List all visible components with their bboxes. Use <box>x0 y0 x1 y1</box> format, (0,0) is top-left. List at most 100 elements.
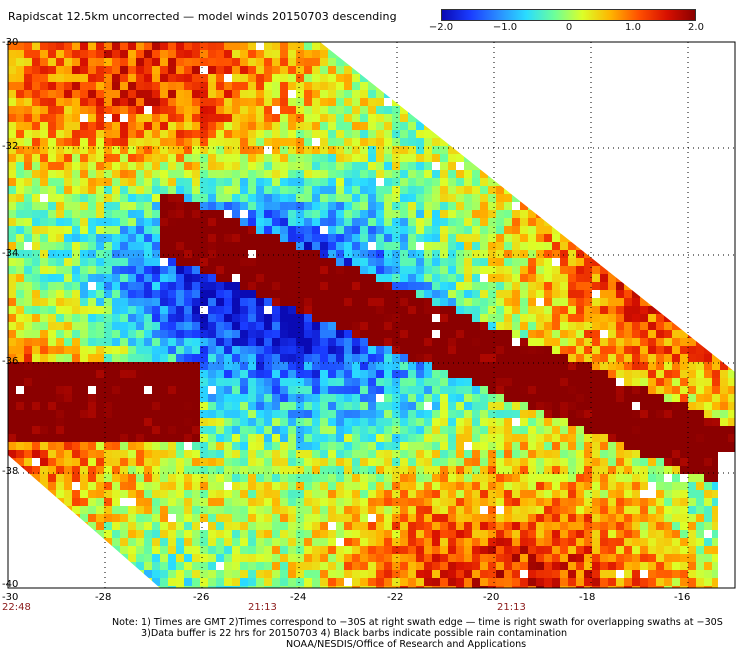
wind-cell <box>640 426 648 434</box>
wind-cell <box>224 386 232 394</box>
wind-cell <box>232 410 240 418</box>
wind-cell <box>400 42 408 50</box>
wind-cell <box>80 394 88 402</box>
wind-cell <box>456 362 464 370</box>
wind-cell <box>40 418 48 426</box>
wind-cell <box>704 226 712 234</box>
wind-cell <box>288 154 296 162</box>
wind-cell <box>32 298 40 306</box>
wind-cell <box>472 178 480 186</box>
wind-cell <box>560 458 568 466</box>
wind-cell <box>328 402 336 410</box>
wind-cell <box>528 178 536 186</box>
wind-cell <box>672 386 680 394</box>
wind-cell <box>624 130 632 138</box>
wind-cell <box>536 434 544 442</box>
wind-cell <box>304 450 312 458</box>
wind-cell <box>432 58 440 66</box>
wind-cell <box>408 178 416 186</box>
wind-cell <box>64 282 72 290</box>
wind-cell <box>320 474 328 482</box>
wind-cell <box>720 442 728 450</box>
wind-cell <box>352 282 360 290</box>
wind-cell <box>472 314 480 322</box>
wind-cell <box>632 378 640 386</box>
wind-cell <box>600 458 608 466</box>
wind-cell <box>328 474 336 482</box>
wind-cell <box>624 458 632 466</box>
wind-cell <box>304 266 312 274</box>
wind-cell <box>152 298 160 306</box>
wind-cell <box>472 330 480 338</box>
wind-cell <box>400 170 408 178</box>
wind-cell <box>24 66 32 74</box>
wind-cell <box>64 234 72 242</box>
wind-cell <box>720 82 728 90</box>
wind-cell <box>504 250 512 258</box>
wind-cell <box>568 474 576 482</box>
wind-cell <box>384 258 392 266</box>
wind-cell <box>184 66 192 74</box>
wind-cell <box>608 90 616 98</box>
wind-cell <box>104 410 112 418</box>
wind-cell <box>512 250 520 258</box>
wind-cell <box>672 194 680 202</box>
wind-cell <box>304 138 312 146</box>
wind-cell <box>336 114 344 122</box>
wind-cell <box>520 106 528 114</box>
wind-cell <box>16 146 24 154</box>
wind-cell <box>552 418 560 426</box>
wind-cell <box>24 346 32 354</box>
wind-cell <box>616 82 624 90</box>
wind-cell <box>216 338 224 346</box>
wind-cell <box>688 258 696 266</box>
wind-cell <box>672 442 680 450</box>
wind-cell <box>360 274 368 282</box>
wind-cell <box>608 370 616 378</box>
wind-cell <box>328 74 336 82</box>
wind-cell <box>560 82 568 90</box>
wind-cell <box>16 58 24 66</box>
wind-cell <box>168 138 176 146</box>
wind-cell <box>392 58 400 66</box>
wind-cell <box>288 426 296 434</box>
wind-cell <box>128 386 136 394</box>
wind-cell <box>264 202 272 210</box>
wind-cell <box>712 74 720 82</box>
wind-cell <box>32 314 40 322</box>
wind-cell <box>296 178 304 186</box>
wind-cell <box>424 50 432 58</box>
wind-cell <box>376 314 384 322</box>
wind-cell <box>720 66 728 74</box>
wind-cell <box>504 210 512 218</box>
wind-cell <box>456 346 464 354</box>
wind-cell <box>680 314 688 322</box>
wind-cell <box>208 282 216 290</box>
wind-cell <box>376 178 384 186</box>
wind-cell <box>520 90 528 98</box>
wind-cell <box>416 466 424 474</box>
wind-cell <box>176 426 184 434</box>
wind-cell <box>72 386 80 394</box>
wind-cell <box>40 362 48 370</box>
wind-cell <box>408 58 416 66</box>
wind-cell <box>216 146 224 154</box>
wind-cell <box>472 442 480 450</box>
wind-cell <box>232 202 240 210</box>
wind-cell <box>384 322 392 330</box>
wind-cell <box>144 338 152 346</box>
wind-cell <box>352 410 360 418</box>
wind-cell <box>248 282 256 290</box>
wind-cell <box>360 250 368 258</box>
wind-cell <box>656 410 664 418</box>
wind-cell <box>136 474 144 482</box>
wind-cell <box>72 362 80 370</box>
wind-cell <box>544 122 552 130</box>
wind-cell <box>704 106 712 114</box>
wind-cell <box>600 98 608 106</box>
wind-cell <box>56 418 64 426</box>
wind-cell <box>488 274 496 282</box>
wind-cell <box>504 386 512 394</box>
wind-cell <box>352 266 360 274</box>
wind-cell <box>592 426 600 434</box>
